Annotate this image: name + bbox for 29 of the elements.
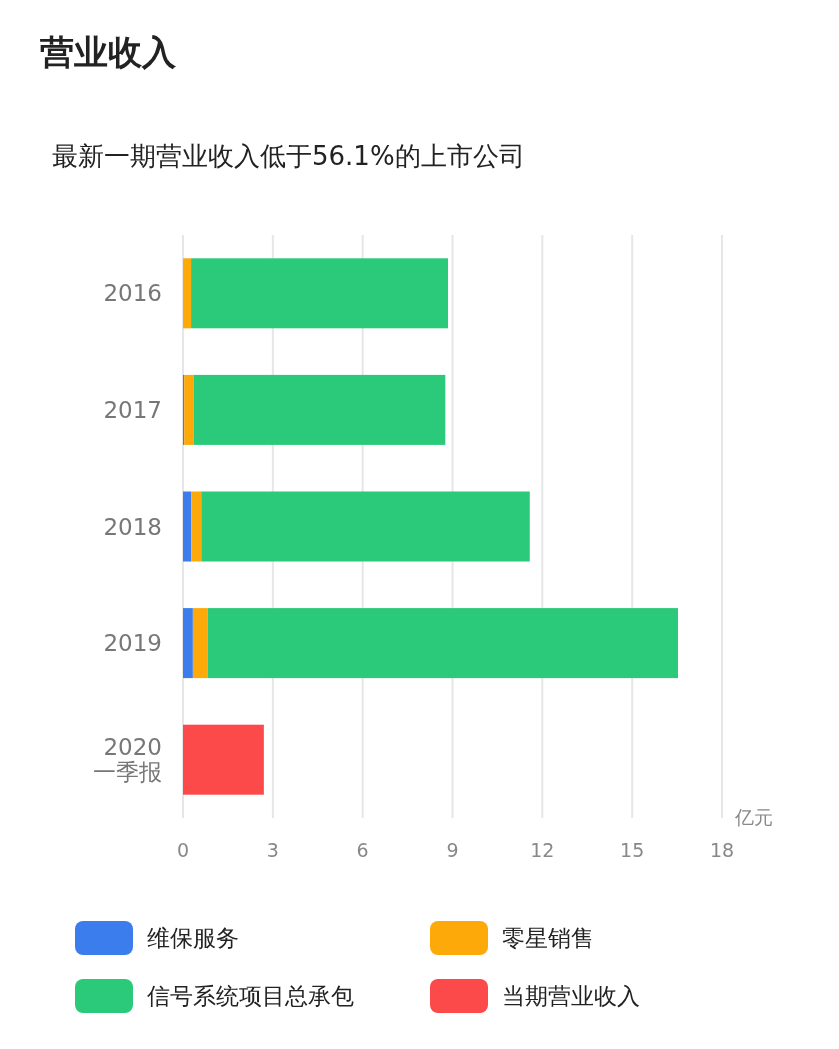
y-tick-label: 2017 — [103, 396, 162, 423]
bar — [207, 608, 678, 679]
legend-label: 当期营业收入 — [502, 983, 640, 1009]
legend-label: 维保服务 — [147, 925, 239, 951]
legend-label: 零星销售 — [502, 925, 594, 951]
y-tick-label: 2020 一季报 — [93, 734, 162, 786]
bar — [183, 491, 192, 562]
x-tick-label: 6 — [356, 839, 369, 861]
x-tick-label: 9 — [446, 839, 459, 861]
bar — [193, 374, 446, 445]
bar — [191, 491, 202, 562]
x-tick-label: 0 — [176, 839, 190, 861]
x-axis-title: 亿元 — [734, 806, 773, 828]
chart-title: 营业收入 — [40, 32, 177, 72]
chart-subtitle: 最新一期营业收入低于56.1%的上市公司 — [52, 141, 525, 171]
x-tick-label: 12 — [530, 839, 555, 861]
x-tick-label: 18 — [709, 839, 735, 861]
bar — [183, 258, 192, 329]
x-tick-label: 3 — [266, 839, 279, 861]
bar — [201, 491, 530, 562]
bar — [192, 608, 208, 679]
y-tick-label: 2018 — [103, 513, 162, 540]
legend-label: 信号系统项目总承包 — [147, 983, 354, 1009]
x-tick-label: 15 — [620, 839, 645, 861]
bar — [183, 608, 193, 679]
y-tick-label: 2016 — [103, 280, 162, 307]
bar — [184, 374, 194, 445]
y-tick-label: 2019 — [103, 630, 162, 657]
bar — [191, 258, 449, 329]
